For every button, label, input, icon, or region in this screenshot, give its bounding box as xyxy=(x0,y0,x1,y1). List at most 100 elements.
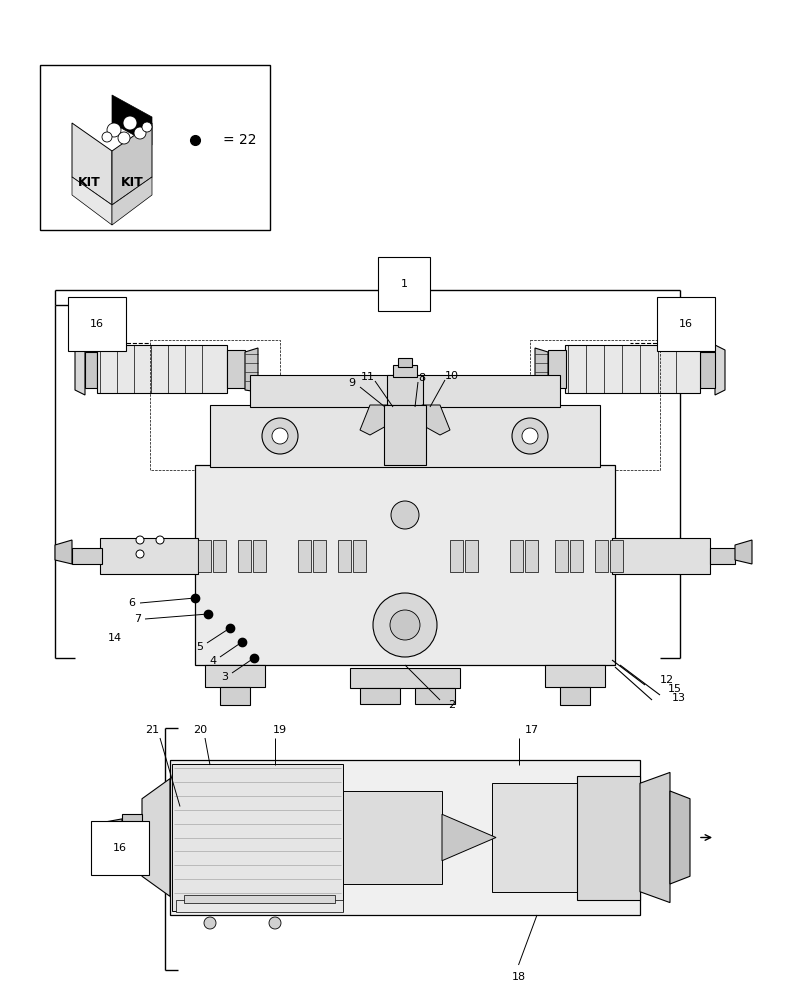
Bar xyxy=(238,540,251,572)
Bar xyxy=(565,345,700,393)
Text: 12: 12 xyxy=(660,675,674,685)
Bar xyxy=(172,764,343,911)
Polygon shape xyxy=(72,177,112,225)
Polygon shape xyxy=(535,348,548,392)
Bar xyxy=(205,665,265,687)
Text: 19: 19 xyxy=(273,725,287,735)
Bar xyxy=(555,540,568,572)
Circle shape xyxy=(118,132,130,144)
Text: 6: 6 xyxy=(128,598,136,608)
Text: 15: 15 xyxy=(668,684,682,694)
Bar xyxy=(176,900,343,912)
Bar xyxy=(150,340,280,470)
Bar xyxy=(450,540,463,572)
Circle shape xyxy=(391,501,419,529)
Circle shape xyxy=(269,917,281,929)
Circle shape xyxy=(512,418,548,454)
Text: 2: 2 xyxy=(448,700,456,710)
Bar xyxy=(298,540,311,572)
Bar xyxy=(40,65,270,230)
Bar xyxy=(85,352,97,388)
Text: 16: 16 xyxy=(90,319,104,329)
Bar xyxy=(525,540,538,572)
Bar xyxy=(612,538,710,574)
Polygon shape xyxy=(105,819,122,856)
Bar xyxy=(610,540,623,572)
Bar xyxy=(198,540,211,572)
Text: KIT: KIT xyxy=(78,176,100,190)
Text: 1: 1 xyxy=(401,279,407,289)
Text: KIT: KIT xyxy=(120,176,143,190)
Circle shape xyxy=(136,536,144,544)
Bar xyxy=(384,405,426,465)
Bar xyxy=(393,365,417,377)
Text: 9: 9 xyxy=(348,378,356,388)
Bar xyxy=(710,548,735,564)
Text: 11: 11 xyxy=(361,372,375,382)
Circle shape xyxy=(134,127,146,139)
Bar xyxy=(338,540,351,572)
Text: 18: 18 xyxy=(511,972,525,982)
Circle shape xyxy=(107,123,121,137)
Bar xyxy=(398,358,412,367)
Polygon shape xyxy=(715,345,725,395)
Text: 14: 14 xyxy=(108,633,122,643)
Bar xyxy=(343,791,442,884)
Polygon shape xyxy=(735,540,752,564)
Text: = 22: = 22 xyxy=(223,133,257,147)
Text: 16: 16 xyxy=(113,843,127,853)
Polygon shape xyxy=(142,779,170,896)
Circle shape xyxy=(142,122,152,132)
Text: 21: 21 xyxy=(145,725,159,735)
Circle shape xyxy=(522,428,538,444)
Text: 20: 20 xyxy=(193,725,207,735)
Circle shape xyxy=(204,917,216,929)
Bar xyxy=(387,375,423,405)
Bar xyxy=(360,688,400,704)
Text: 8: 8 xyxy=(419,373,426,383)
Circle shape xyxy=(136,550,144,558)
Polygon shape xyxy=(360,405,388,435)
Circle shape xyxy=(156,536,164,544)
Polygon shape xyxy=(640,772,670,903)
Bar xyxy=(313,540,326,572)
Text: 4: 4 xyxy=(209,656,217,666)
Bar xyxy=(415,688,455,704)
Circle shape xyxy=(390,610,420,640)
Polygon shape xyxy=(670,791,690,884)
Text: 17: 17 xyxy=(525,725,539,735)
Bar xyxy=(577,776,640,900)
Text: 5: 5 xyxy=(196,642,204,652)
Bar xyxy=(595,540,608,572)
Polygon shape xyxy=(72,123,112,205)
Bar xyxy=(220,687,250,705)
Bar xyxy=(72,548,102,564)
Circle shape xyxy=(102,132,112,142)
Bar xyxy=(510,540,523,572)
Bar xyxy=(213,540,226,572)
Polygon shape xyxy=(55,540,72,564)
Bar xyxy=(100,538,198,574)
Bar xyxy=(210,405,600,467)
Circle shape xyxy=(272,428,288,444)
Text: 10: 10 xyxy=(445,371,459,381)
Bar xyxy=(97,345,227,393)
Bar xyxy=(253,540,266,572)
Bar xyxy=(227,350,245,388)
Bar xyxy=(250,375,560,407)
Bar xyxy=(350,668,460,688)
Text: 16: 16 xyxy=(679,319,693,329)
Bar xyxy=(465,540,478,572)
Bar xyxy=(184,895,335,903)
Bar xyxy=(560,687,590,705)
Bar xyxy=(545,665,605,687)
Polygon shape xyxy=(75,345,85,395)
Bar xyxy=(122,814,142,861)
Bar xyxy=(570,540,583,572)
Circle shape xyxy=(373,593,437,657)
Bar xyxy=(548,350,566,388)
Polygon shape xyxy=(112,123,152,205)
Text: 13: 13 xyxy=(672,693,686,703)
Bar xyxy=(195,465,615,665)
Circle shape xyxy=(123,116,137,130)
